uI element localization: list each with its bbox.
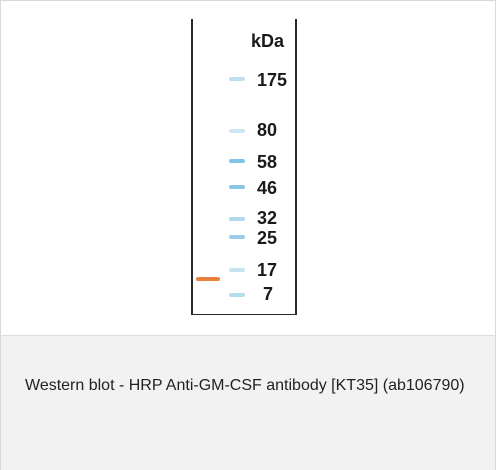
ladder-band-17 [229, 268, 245, 272]
marker-label-175: 175 [257, 70, 288, 90]
marker-label-46: 46 [257, 178, 278, 198]
marker-label-80: 80 [257, 120, 278, 140]
western-blot-figure: kDa 175 80 58 46 32 25 17 7 [1, 1, 495, 335]
marker-label-7: 7 [263, 284, 274, 304]
sample-band [196, 277, 220, 281]
ladder-band-58 [229, 159, 245, 163]
ladder-band-32 [229, 217, 245, 221]
unit-label: kDa [251, 31, 285, 51]
caption-area: Western blot - HRP Anti-GM-CSF antibody … [1, 335, 495, 470]
ladder-band-7 [229, 293, 245, 297]
ladder-band-175 [229, 77, 245, 81]
marker-label-25: 25 [257, 228, 278, 248]
figure-caption: Western blot - HRP Anti-GM-CSF antibody … [25, 377, 465, 394]
marker-label-32: 32 [257, 208, 278, 228]
marker-label-17: 17 [257, 260, 278, 280]
blot-lane-frame [191, 19, 297, 315]
blot-bottom-edge [193, 314, 295, 315]
ladder-band-25 [229, 235, 245, 239]
ladder-band-80 [229, 129, 245, 133]
marker-label-58: 58 [257, 152, 278, 172]
ladder-band-46 [229, 185, 245, 189]
